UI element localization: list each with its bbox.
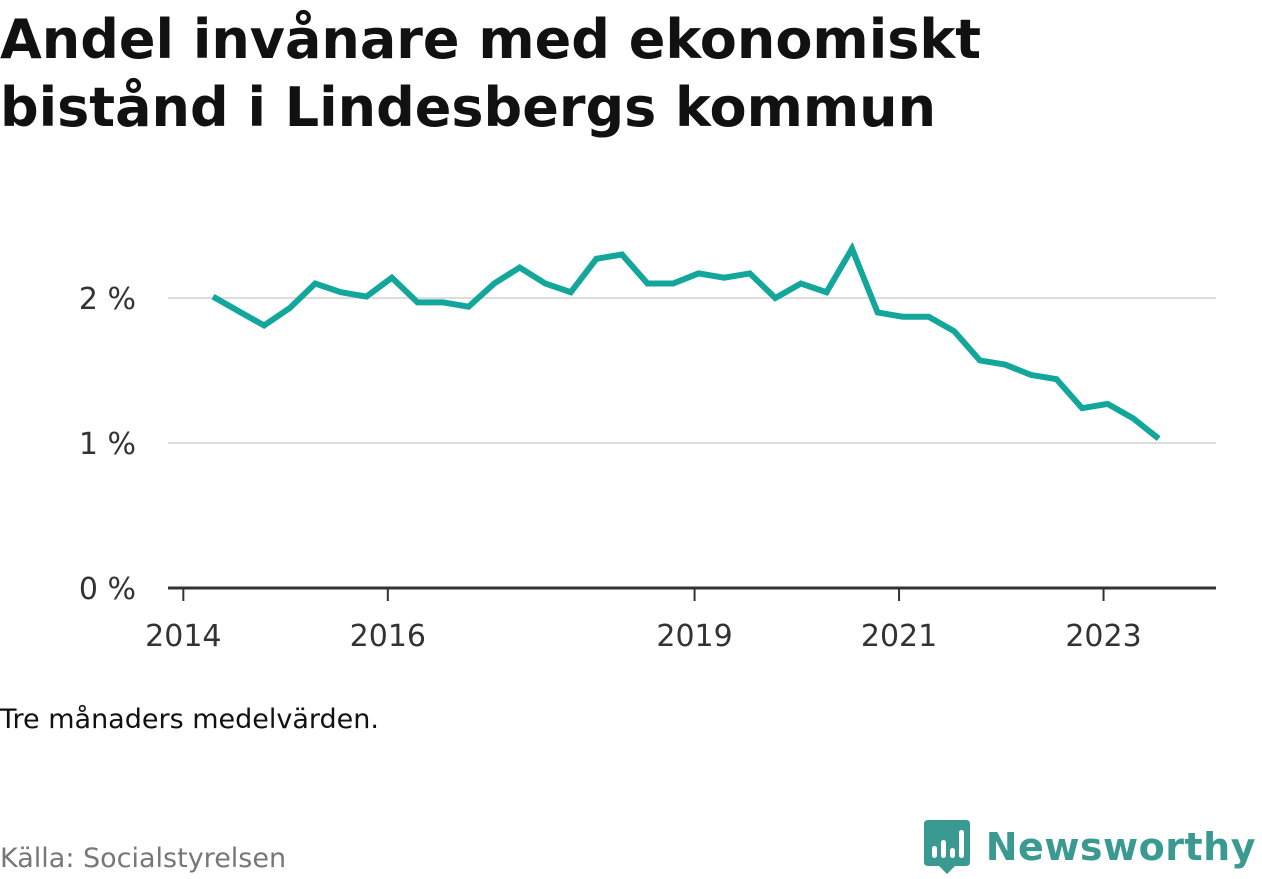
chart-title: Andel invånare med ekonomiskt bistånd i …	[0, 6, 1250, 142]
x-tick-label-0: 2014	[145, 619, 221, 654]
chart-title-line-2: bistånd i Lindesbergs kommun	[0, 76, 937, 139]
x-tick-label-3: 2021	[861, 619, 937, 654]
bar-chart-speech-bubble-icon	[923, 820, 970, 874]
line-chart: 0 % 1 % 2 % 2014 2016 2019 2021 2023	[79, 241, 1216, 654]
x-tick-label-1: 2016	[350, 619, 426, 654]
y-tick-label-1: 1 %	[79, 427, 136, 462]
y-axis-labels: 0 % 1 % 2 %	[79, 282, 136, 607]
brand-logo: Newsworthy	[922, 818, 1256, 876]
x-axis: 2014 2016 2019 2021 2023	[145, 586, 1216, 654]
chart-title-line-1: Andel invånare med ekonomiskt	[0, 8, 982, 71]
series-line-0	[211, 241, 1161, 441]
chart-note: Tre månaders medelvärden.	[0, 704, 379, 735]
x-tick-label-4: 2023	[1065, 619, 1141, 654]
y-tick-label-0: 0 %	[79, 572, 136, 607]
y-tick-label-2: 2 %	[79, 282, 136, 317]
gridlines	[168, 297, 1216, 444]
source-credit: Källa: Socialstyrelsen	[0, 843, 287, 874]
brand-name: Newsworthy	[985, 825, 1256, 869]
x-tick-label-2: 2019	[656, 619, 732, 654]
data-series	[211, 241, 1161, 441]
